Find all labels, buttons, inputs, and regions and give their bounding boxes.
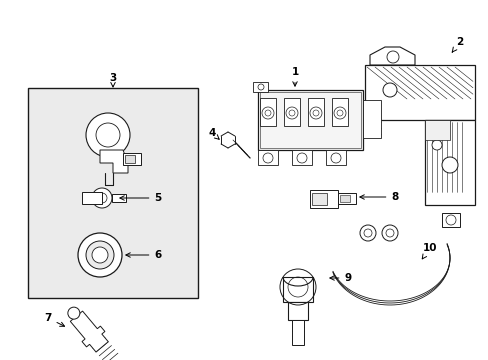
Text: 1: 1 [291,67,298,86]
Text: 4: 4 [208,128,219,139]
Bar [337,193,355,204]
Circle shape [296,153,306,163]
Bar [283,277,312,302]
Bar [441,213,459,227]
Circle shape [363,229,371,237]
Bar [364,65,474,120]
Bar [291,150,311,165]
Circle shape [445,215,455,225]
Circle shape [68,307,80,319]
Bar [252,82,267,92]
Circle shape [78,233,122,277]
Polygon shape [369,47,414,65]
Circle shape [309,107,321,119]
Bar [362,100,380,138]
Circle shape [97,193,107,203]
Circle shape [386,51,398,63]
Circle shape [336,110,342,116]
Bar [28,88,198,298]
Bar [284,98,299,126]
Polygon shape [70,311,108,352]
Bar [258,150,278,165]
Circle shape [431,140,441,150]
Polygon shape [100,150,128,173]
Circle shape [382,83,396,97]
Bar [307,98,324,126]
Circle shape [441,157,457,173]
Bar [82,192,102,204]
Text: 9: 9 [329,273,351,283]
Bar [123,153,141,165]
Bar [260,92,360,148]
Circle shape [288,110,294,116]
Circle shape [96,123,120,147]
Circle shape [262,107,273,119]
Bar [125,155,135,163]
Circle shape [86,241,114,269]
Bar [331,98,347,126]
Bar [258,90,362,150]
Circle shape [359,225,375,241]
Circle shape [333,107,346,119]
Bar [291,320,304,345]
Bar [311,193,326,205]
Bar [339,195,349,202]
Polygon shape [424,120,449,140]
Text: 2: 2 [451,37,463,52]
Text: 6: 6 [125,250,162,260]
Bar [112,194,126,202]
Circle shape [258,84,264,90]
Text: 3: 3 [109,73,116,87]
Bar [287,302,307,320]
Text: 10: 10 [421,243,436,259]
Circle shape [330,153,340,163]
Text: 5: 5 [120,193,162,203]
Circle shape [92,188,112,208]
Bar [260,98,275,126]
Circle shape [263,153,272,163]
Circle shape [92,247,108,263]
Text: 8: 8 [359,192,398,202]
Circle shape [285,107,297,119]
Bar [309,190,337,208]
Circle shape [381,225,397,241]
Circle shape [312,110,318,116]
Circle shape [86,113,130,157]
Text: 7: 7 [44,313,64,326]
Bar [424,120,474,205]
Circle shape [264,110,270,116]
Circle shape [385,229,393,237]
Bar [325,150,346,165]
